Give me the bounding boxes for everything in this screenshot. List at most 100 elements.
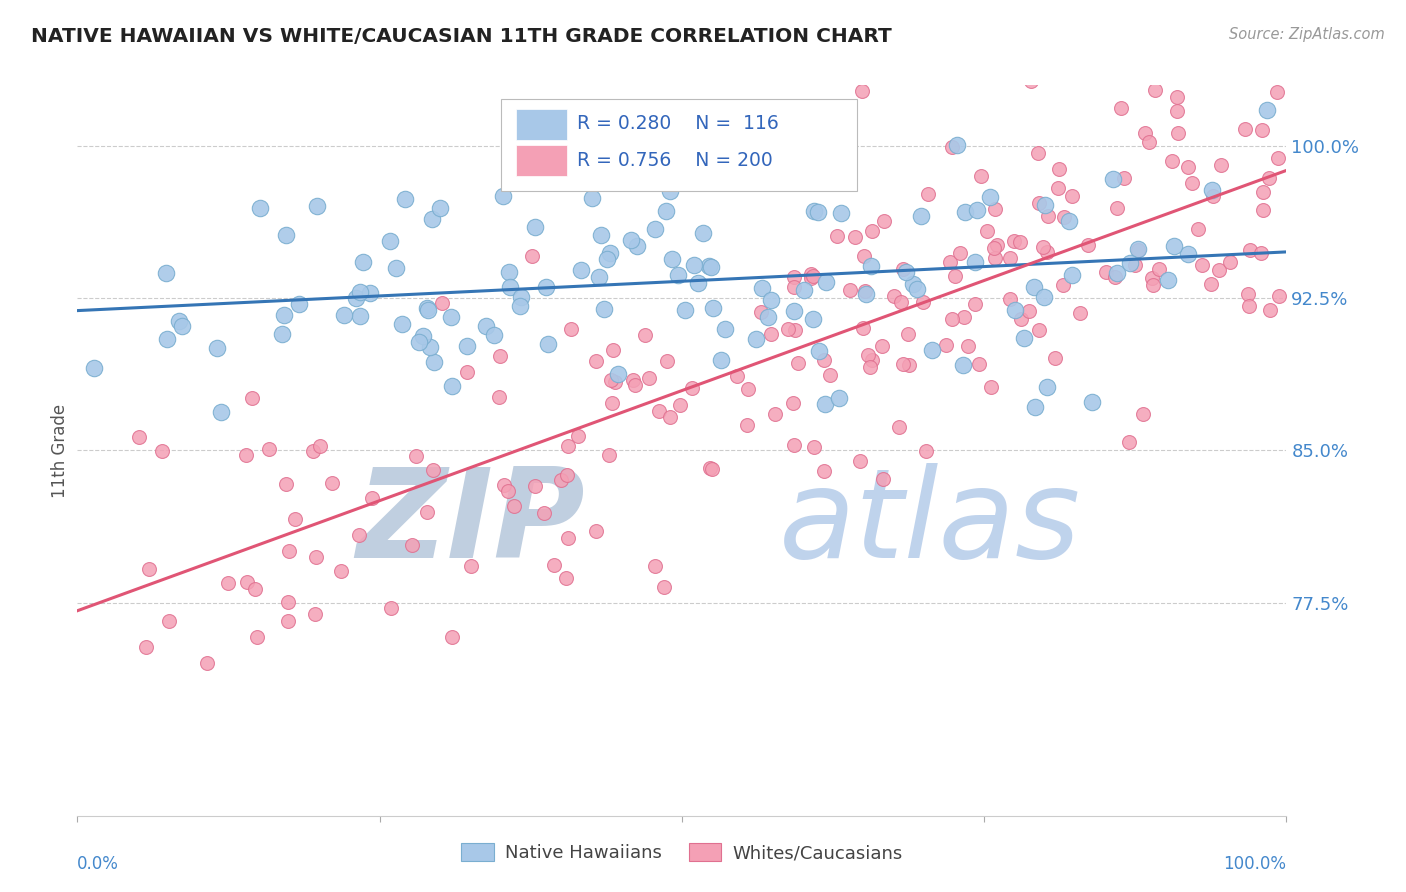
Point	[896, 265, 918, 279]
Point	[820, 368, 842, 383]
Point	[946, 137, 969, 152]
Point	[344, 291, 367, 305]
Point	[949, 245, 972, 260]
Point	[699, 260, 721, 274]
Point	[745, 332, 768, 346]
Point	[783, 280, 806, 294]
Point	[128, 430, 150, 444]
Point	[235, 448, 257, 462]
Point	[236, 574, 259, 589]
Point	[873, 213, 896, 227]
Point	[456, 365, 478, 379]
Point	[1033, 290, 1056, 304]
Point	[1053, 210, 1076, 224]
Point	[135, 640, 157, 655]
Point	[855, 287, 877, 301]
Point	[813, 352, 835, 367]
Point	[803, 204, 825, 219]
Point	[860, 224, 883, 238]
Point	[207, 341, 229, 355]
Point	[803, 440, 825, 454]
Point	[1081, 394, 1104, 409]
Point	[172, 319, 194, 334]
Point	[593, 302, 616, 317]
Point	[1258, 170, 1281, 185]
Point	[307, 199, 329, 213]
Point	[567, 429, 589, 443]
Point	[257, 442, 280, 456]
Point	[602, 343, 624, 357]
Point	[1157, 273, 1180, 287]
Point	[243, 582, 266, 596]
Point	[1046, 181, 1069, 195]
Text: ZIP: ZIP	[357, 463, 585, 584]
Point	[1012, 331, 1035, 345]
Point	[661, 252, 683, 266]
Point	[1251, 185, 1274, 199]
Point	[965, 255, 987, 269]
Point	[1123, 258, 1146, 272]
Point	[588, 154, 610, 169]
Point	[347, 528, 370, 542]
Point	[905, 282, 928, 296]
Legend: Native Hawaiians, Whites/Caucasians: Native Hawaiians, Whites/Caucasians	[454, 836, 910, 870]
Point	[420, 212, 443, 227]
Point	[655, 204, 678, 219]
Point	[503, 499, 526, 513]
Point	[872, 472, 894, 486]
Point	[669, 398, 692, 412]
Point	[1166, 89, 1188, 103]
FancyBboxPatch shape	[516, 109, 567, 140]
Point	[249, 201, 271, 215]
Point	[1047, 162, 1070, 177]
Text: 0.0%: 0.0%	[77, 855, 120, 873]
Point	[783, 437, 806, 451]
Point	[1008, 235, 1031, 250]
Point	[1187, 222, 1209, 236]
Point	[488, 390, 510, 404]
Point	[887, 419, 910, 434]
Point	[1060, 268, 1083, 282]
Point	[692, 226, 714, 240]
Point	[976, 224, 998, 238]
Point	[1209, 158, 1232, 172]
Point	[422, 463, 444, 477]
Point	[801, 312, 824, 326]
Point	[1024, 400, 1046, 414]
Point	[581, 191, 603, 205]
Point	[915, 443, 938, 458]
Point	[759, 293, 782, 308]
Point	[138, 562, 160, 576]
Point	[1177, 160, 1199, 174]
Point	[415, 301, 437, 315]
Point	[277, 543, 299, 558]
Point	[1177, 247, 1199, 261]
Point	[681, 381, 703, 395]
Point	[209, 405, 232, 419]
Point	[440, 310, 463, 325]
Point	[456, 339, 478, 353]
Point	[607, 368, 630, 382]
Point	[274, 476, 297, 491]
Point	[782, 396, 804, 410]
Point	[405, 449, 427, 463]
Point	[620, 233, 643, 247]
Point	[277, 595, 299, 609]
Point	[917, 187, 939, 202]
Point	[1060, 189, 1083, 203]
Point	[510, 289, 533, 303]
Point	[489, 349, 512, 363]
Point	[585, 524, 607, 539]
Point	[416, 303, 439, 318]
Point	[965, 296, 987, 310]
Point	[851, 84, 873, 98]
Point	[333, 309, 356, 323]
Point	[1250, 246, 1272, 260]
Point	[330, 564, 353, 578]
Point	[624, 377, 647, 392]
Point	[560, 321, 582, 335]
Point	[423, 354, 446, 368]
Point	[1104, 269, 1126, 284]
Point	[1022, 279, 1045, 293]
Point	[1119, 256, 1142, 270]
